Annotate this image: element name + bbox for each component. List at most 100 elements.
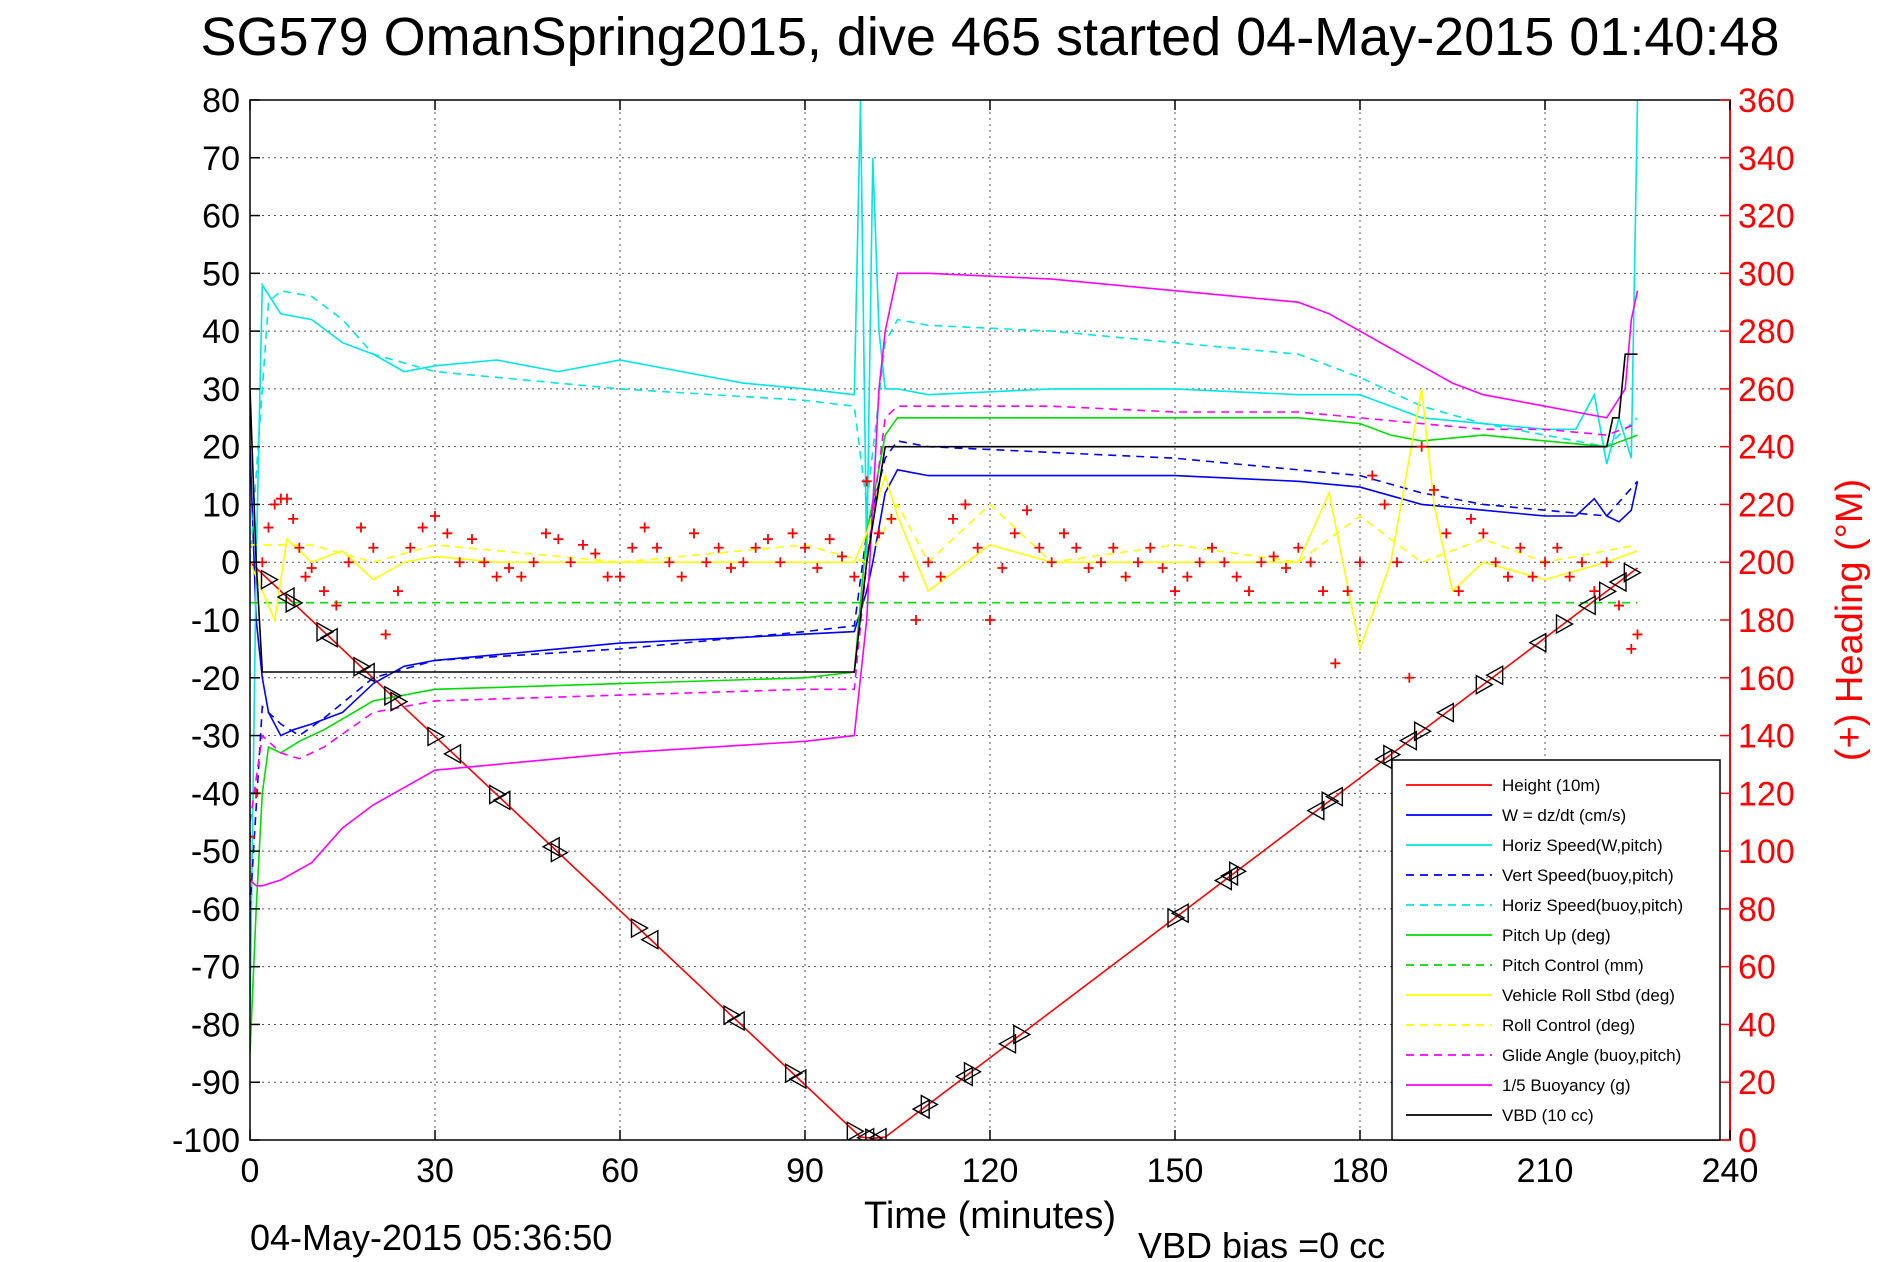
heading-marker bbox=[639, 522, 650, 533]
right-triangle-marker bbox=[1413, 721, 1433, 742]
heading-marker bbox=[331, 600, 342, 611]
heading-marker bbox=[1268, 551, 1279, 562]
heading-marker bbox=[565, 557, 576, 568]
heading-marker bbox=[874, 528, 884, 539]
x-tick-label: 90 bbox=[786, 1152, 824, 1190]
x-tick-label: 30 bbox=[416, 1152, 454, 1190]
heading-marker bbox=[294, 542, 305, 553]
y-tick-label: -90 bbox=[191, 1064, 240, 1102]
right-triangle-marker bbox=[390, 691, 409, 712]
heading-marker bbox=[1281, 563, 1291, 573]
heading-marker bbox=[479, 557, 490, 568]
heading-marker bbox=[541, 528, 551, 539]
heading-marker bbox=[1503, 571, 1513, 582]
heading-marker bbox=[553, 534, 564, 545]
y2-tick-label: 140 bbox=[1738, 718, 1795, 756]
heading-marker bbox=[1490, 557, 1501, 568]
left-triangle-marker bbox=[1213, 870, 1233, 891]
y2-tick-label: 260 bbox=[1738, 371, 1795, 409]
series-line-1 bbox=[250, 446, 1639, 737]
heading-marker bbox=[1059, 528, 1069, 539]
heading-marker bbox=[300, 571, 311, 582]
heading-marker bbox=[911, 615, 921, 625]
heading-marker bbox=[306, 563, 317, 573]
heading-marker bbox=[960, 499, 971, 510]
heading-marker bbox=[442, 528, 453, 539]
series-group bbox=[250, 100, 1643, 1140]
heading-marker bbox=[935, 571, 946, 582]
series-line-8 bbox=[250, 502, 1638, 564]
heading-marker bbox=[1367, 470, 1378, 481]
heading-marker bbox=[1133, 557, 1143, 568]
heading-marker bbox=[1540, 557, 1550, 568]
x-tick-label: 180 bbox=[1332, 1152, 1389, 1190]
heading-marker bbox=[288, 513, 299, 524]
right-triangle-marker bbox=[1598, 581, 1618, 602]
heading-marker bbox=[1145, 542, 1156, 553]
heading-marker bbox=[1355, 557, 1365, 568]
x-axis-ticks: 0 30 60 90 120 150 180 210 240 bbox=[241, 100, 1758, 1190]
legend-entry: 1/5 Buoyancy (g) bbox=[1502, 1076, 1631, 1095]
heading-marker bbox=[282, 493, 292, 504]
x-tick-label: 60 bbox=[601, 1152, 639, 1190]
heading-marker bbox=[627, 542, 638, 553]
heading-marker bbox=[516, 571, 527, 582]
right-triangle-marker bbox=[353, 656, 372, 677]
heading-marker bbox=[1589, 586, 1600, 597]
y-tick-label: 40 bbox=[202, 313, 240, 351]
heading-marker bbox=[1071, 542, 1082, 553]
y2-tick-label: 60 bbox=[1738, 949, 1776, 987]
y-tick-label: -60 bbox=[191, 891, 240, 929]
heading-marker bbox=[1626, 643, 1637, 654]
y2-tick-label: 340 bbox=[1738, 140, 1795, 178]
legend-entry: Horiz Speed(buoy,pitch) bbox=[1502, 896, 1683, 915]
legend-box bbox=[1391, 759, 1721, 1141]
y-tick-label: 80 bbox=[202, 82, 240, 120]
heading-marker bbox=[1096, 557, 1106, 568]
series-line-0 bbox=[250, 561, 1638, 1140]
heading-marker bbox=[1305, 557, 1316, 568]
heading-marker bbox=[886, 513, 897, 524]
right-triangle-marker bbox=[1013, 1024, 1032, 1045]
y2-tick-label: 320 bbox=[1738, 198, 1795, 236]
y-tick-label: 10 bbox=[202, 486, 240, 524]
legend-entry: Vehicle Roll Stbd (deg) bbox=[1502, 986, 1675, 1005]
heading-marker bbox=[491, 571, 502, 582]
legend-entry: Vert Speed(buoy,pitch) bbox=[1502, 866, 1674, 885]
heading-marker bbox=[701, 557, 712, 568]
heading-marker bbox=[343, 557, 354, 568]
heading-marker bbox=[750, 542, 761, 553]
heading-marker bbox=[1108, 542, 1119, 553]
y2-axis-label: (+) Heading (°M) bbox=[1829, 479, 1871, 761]
heading-marker bbox=[1293, 542, 1304, 553]
y-tick-label: 20 bbox=[202, 429, 240, 467]
heading-marker bbox=[356, 522, 366, 533]
heading-marker bbox=[972, 542, 983, 553]
legend: Height (10m) W = dz/dt (cm/s) Horiz Speed(… bbox=[1391, 759, 1721, 1141]
left-triangle-marker bbox=[1608, 571, 1627, 593]
right-triangle-marker bbox=[316, 621, 335, 643]
heading-marker bbox=[775, 557, 786, 568]
heading-marker bbox=[1330, 658, 1341, 669]
y2-tick-label: 360 bbox=[1738, 82, 1795, 120]
left-triangle-marker bbox=[640, 929, 659, 950]
heading-marker bbox=[1527, 571, 1538, 582]
left-triangle-marker bbox=[1435, 702, 1455, 723]
heading-marker bbox=[368, 542, 379, 553]
legend-entry: Horiz Speed(W,pitch) bbox=[1502, 836, 1663, 855]
heading-marker bbox=[1429, 485, 1439, 495]
y-tick-label: -70 bbox=[191, 949, 240, 987]
heading-marker bbox=[726, 563, 736, 573]
heading-marker bbox=[1552, 542, 1563, 553]
y-tick-label: 50 bbox=[202, 255, 240, 293]
heading-marker bbox=[1379, 499, 1390, 510]
y2-tick-label: 300 bbox=[1738, 255, 1795, 293]
left-triangle-marker bbox=[1306, 800, 1325, 821]
legend-entry: Glide Angle (buoy,pitch) bbox=[1502, 1046, 1681, 1065]
y2-tick-label: 280 bbox=[1738, 313, 1795, 351]
right-triangle-marker bbox=[1475, 674, 1494, 695]
heading-marker bbox=[1515, 542, 1526, 553]
heading-marker bbox=[713, 542, 724, 553]
heading-marker bbox=[787, 528, 798, 539]
